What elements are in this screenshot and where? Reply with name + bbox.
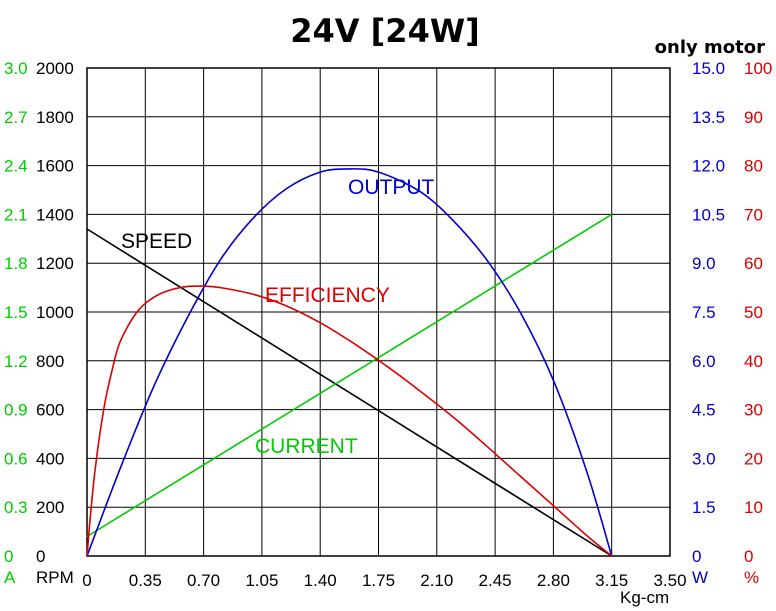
series-label-current: CURRENT: [255, 435, 358, 458]
current-tick-label: 1.8: [4, 254, 28, 273]
speed-tick-label: 1400: [36, 205, 74, 224]
output-tick-label: 6.0: [692, 352, 716, 371]
efficiency-tick-label: 10: [744, 498, 763, 517]
output-tick-label: 10.5: [692, 205, 725, 224]
efficiency-tick-label: 70: [744, 205, 763, 224]
series-line-efficiency: [86, 285, 613, 557]
x-tick-label: 1.40: [304, 571, 337, 590]
chart-subtitle: only motor: [655, 37, 765, 58]
current-tick-label: 2.4: [4, 157, 28, 176]
x-tick-label: 3.15: [595, 571, 628, 590]
series-labels: SPEED CURRENT OUTPUT EFFICIENCY: [121, 176, 435, 458]
speed-tick-label: 600: [36, 401, 64, 420]
efficiency-tick-label: 80: [744, 157, 763, 176]
series-line-current: [86, 213, 613, 538]
speed-tick-label: 400: [36, 449, 64, 468]
speed-axis-unit: RPM: [36, 568, 74, 587]
output-tick-label: 13.5: [692, 108, 725, 127]
series-line-speed: [86, 228, 613, 557]
x-tick-label: 3.50: [653, 571, 686, 590]
x-tick-label: 2.10: [420, 571, 453, 590]
speed-tick-label: 1800: [36, 108, 74, 127]
output-tick-label: 15.0: [692, 59, 725, 78]
chart-title: 24V [24W]: [290, 12, 480, 50]
speed-tick-label: 1200: [36, 254, 74, 273]
output-tick-label: 0: [692, 547, 701, 566]
speed-tick-label: 200: [36, 498, 64, 517]
x-tick-label: 2.80: [537, 571, 570, 590]
efficiency-tick-label: 100: [744, 59, 772, 78]
speed-tick-label: 1600: [36, 157, 74, 176]
current-tick-label: 2.7: [4, 108, 28, 127]
series-lines: [86, 168, 613, 557]
current-tick-label: 0.3: [4, 498, 28, 517]
series-label-efficiency: EFFICIENCY: [265, 284, 390, 307]
efficiency-axis-unit: %: [744, 568, 759, 587]
output-tick-label: 7.5: [692, 303, 716, 322]
axis-ticks: 0 0.35 0.70 1.05 1.40 1.75 2.10 2.45 2.80 3.15 3.5…: [4, 59, 772, 590]
series-line-output: [86, 168, 613, 557]
current-tick-label: 0.9: [4, 401, 28, 420]
output-tick-label: 12.0: [692, 157, 725, 176]
efficiency-tick-label: 60: [744, 254, 763, 273]
output-axis-unit: W: [692, 568, 708, 587]
output-tick-label: 9.0: [692, 254, 716, 273]
current-tick-label: 3.0: [4, 59, 28, 78]
speed-tick-label: 1000: [36, 303, 74, 322]
efficiency-tick-label: 20: [744, 449, 763, 468]
output-tick-label: 1.5: [692, 498, 716, 517]
x-tick-label: 2.45: [479, 571, 512, 590]
x-tick-label: 1.75: [362, 571, 395, 590]
series-label-output: OUTPUT: [348, 176, 435, 199]
efficiency-tick-label: 90: [744, 108, 763, 127]
current-tick-label: 0.6: [4, 449, 28, 468]
current-tick-label: 0: [4, 547, 13, 566]
x-tick-label: 0.35: [129, 571, 162, 590]
current-axis-unit: A: [4, 568, 16, 587]
series-label-speed: SPEED: [121, 230, 192, 253]
current-tick-label: 1.2: [4, 352, 28, 371]
speed-tick-label: 0: [36, 547, 45, 566]
efficiency-tick-label: 50: [744, 303, 763, 322]
efficiency-tick-label: 40: [744, 352, 763, 371]
efficiency-tick-label: 0: [744, 547, 753, 566]
current-tick-label: 2.1: [4, 205, 28, 224]
speed-tick-label: 800: [36, 352, 64, 371]
output-tick-label: 4.5: [692, 401, 716, 420]
x-tick-label: 0: [82, 571, 91, 590]
efficiency-tick-label: 30: [744, 401, 763, 420]
current-tick-label: 1.5: [4, 303, 28, 322]
x-tick-label: 1.05: [245, 571, 278, 590]
x-axis-label: Kg-cm: [620, 588, 669, 607]
output-tick-label: 3.0: [692, 449, 716, 468]
x-tick-label: 0.70: [187, 571, 220, 590]
speed-tick-label: 2000: [36, 59, 74, 78]
